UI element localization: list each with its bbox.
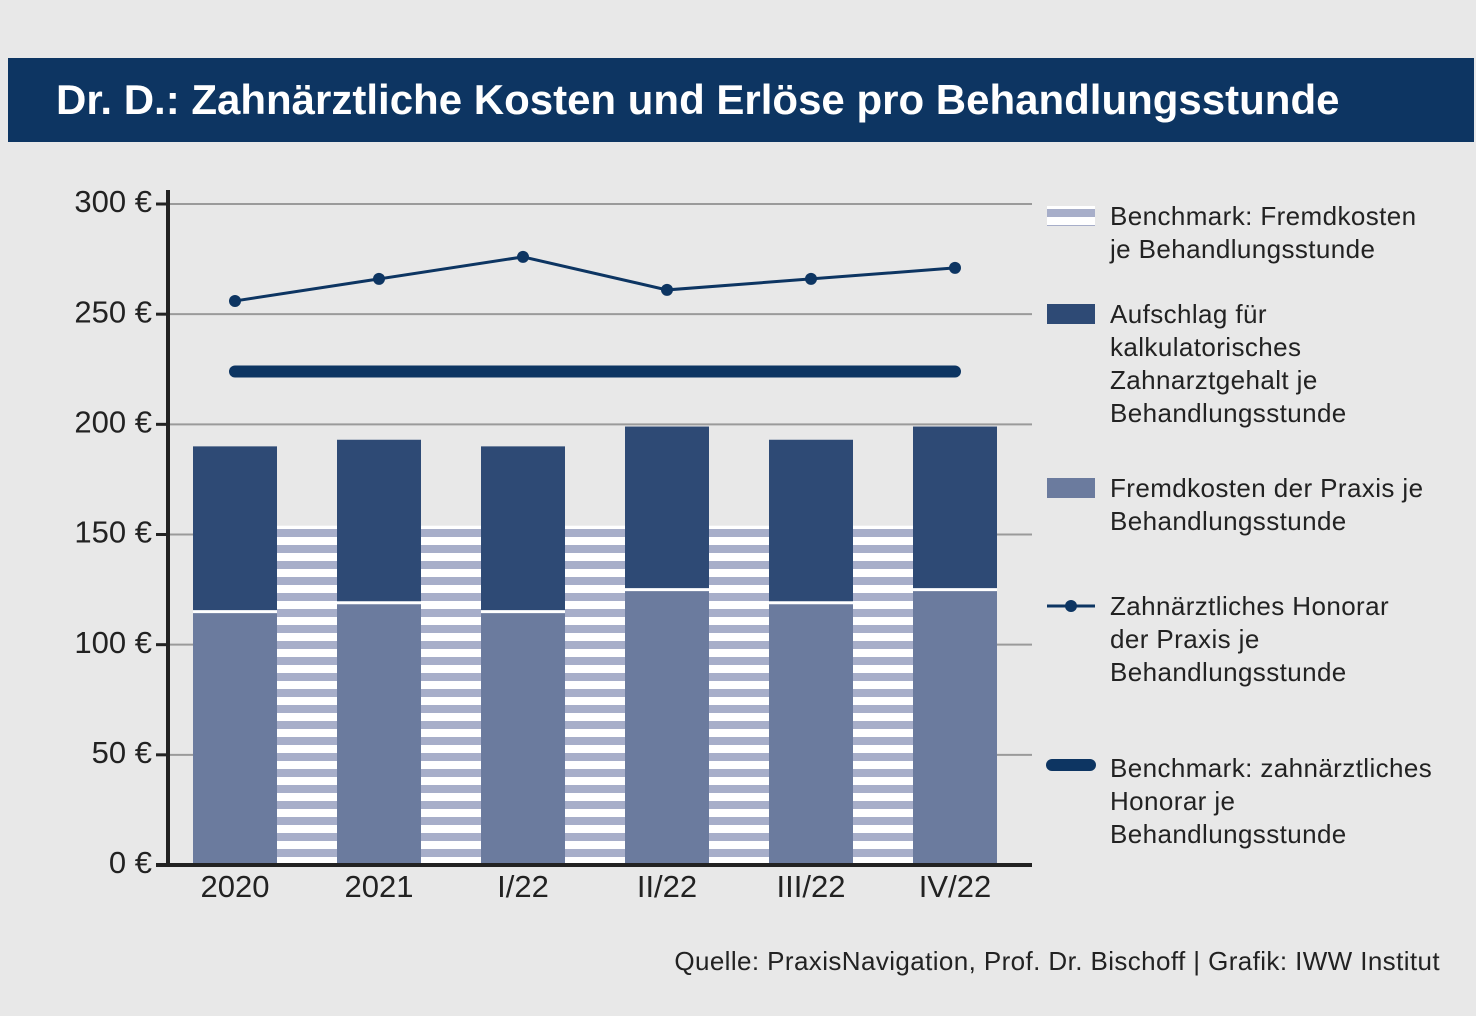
bar-segment [193, 446, 277, 612]
benchmark-bar [277, 525, 307, 865]
legend-entry: Aufschlag für kalkulatorisches Zahnarztg… [1110, 299, 1347, 428]
bar-segment [481, 611, 565, 865]
y-tick-label: 100 € [74, 625, 152, 660]
x-tick-label: II/22 [637, 869, 697, 904]
x-tick-label: IV/22 [919, 869, 991, 904]
bar-segment [481, 446, 565, 612]
y-tick-label: 250 € [74, 294, 152, 329]
legend-entry: Zahnärztliches Honorar der Praxis je Beh… [1110, 591, 1390, 687]
legend-swatch [1047, 478, 1095, 498]
legend-swatch [1047, 304, 1095, 324]
line-point [517, 250, 529, 263]
line-point [661, 283, 673, 296]
source-note: Quelle: PraxisNavigation, Prof. Dr. Bisc… [674, 946, 1440, 976]
bar-segment [769, 439, 853, 603]
x-tick-label: III/22 [777, 869, 846, 904]
y-tick-label: 150 € [74, 515, 152, 550]
benchmark-bar [883, 525, 913, 865]
bar-segment [625, 589, 709, 865]
line-point [949, 261, 961, 274]
chart-title: Dr. D.: Zahnärztliche Kosten und Erlöse … [8, 58, 1474, 142]
legend-entry: Benchmark: Fremdkosten je Behandlungsstu… [1110, 201, 1417, 264]
line-point [373, 272, 385, 285]
bar-segment [337, 602, 421, 865]
bar-segment [625, 426, 709, 590]
x-tick-label: 2020 [201, 869, 270, 904]
legend-entry: Fremdkosten der Praxis je Behandlungsstu… [1110, 473, 1424, 536]
line-point [805, 272, 817, 285]
line-point [229, 294, 241, 307]
bar-segment [913, 426, 997, 590]
legend-swatch [1047, 206, 1095, 226]
x-tick-label: 2021 [345, 869, 414, 904]
bar-segment [913, 589, 997, 865]
y-tick-label: 200 € [74, 405, 152, 440]
y-tick-label: 50 € [92, 735, 152, 770]
y-tick-label: 300 € [74, 184, 152, 219]
y-tick-label: 0 € [109, 845, 152, 880]
bar-segment [337, 439, 421, 603]
bar-segment [769, 602, 853, 865]
legend-swatch [1065, 600, 1077, 612]
x-tick-label: I/22 [497, 869, 549, 904]
legend-entry: Benchmark: zahnärztliches Honorar je Beh… [1110, 753, 1433, 849]
bar-segment [193, 611, 277, 865]
line [234, 255, 956, 303]
